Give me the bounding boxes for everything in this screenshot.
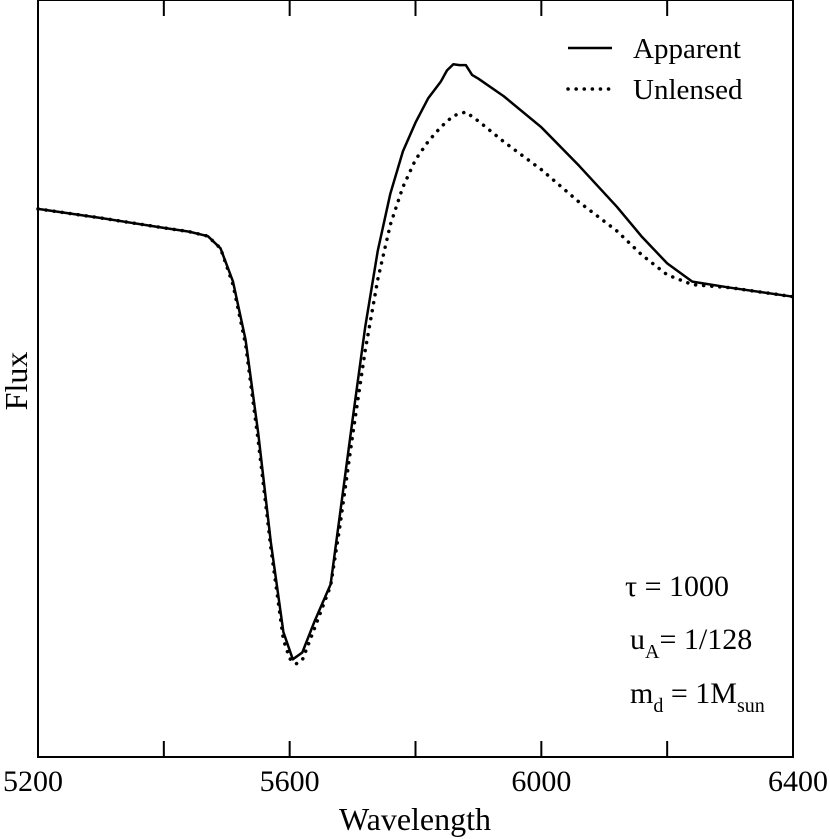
annotation-u-value: = 1/128	[659, 623, 752, 656]
x-ticks	[37, 0, 794, 757]
annotation-u-main: u	[630, 623, 645, 656]
annotation-m-sub2: sun	[737, 695, 765, 717]
x-axis-label: Wavelength	[339, 801, 491, 837]
annotation-m-value: = 1M	[663, 677, 737, 710]
y-axis-label: Flux	[0, 352, 34, 411]
annotation-tau: τ = 1000	[625, 570, 729, 603]
series-line-apparent	[37, 63, 794, 661]
annotation-m-main: m	[630, 677, 653, 710]
parameter-annotations: τ = 1000 uA= 1/128 md = 1Msun	[625, 570, 765, 717]
x-tick-label-6000: 6000	[511, 765, 571, 798]
annotation-m-sub: d	[653, 695, 663, 717]
annotation-u-sub: A	[645, 641, 660, 663]
x-tick-labels: 5200 5600 6000 6400	[3, 765, 828, 798]
annotation-tau-value: = 1000	[637, 570, 729, 603]
legend-label-unlensed: Unlensed	[633, 74, 743, 106]
annotation-m: md = 1Msun	[630, 677, 765, 717]
x-tick-label-5600: 5600	[260, 765, 320, 798]
x-tick-label-5200: 5200	[3, 765, 63, 798]
annotation-u: uA= 1/128	[630, 623, 752, 663]
series-layer	[36, 63, 795, 666]
legend-label-apparent: Apparent	[633, 33, 741, 65]
x-tick-label-6400: 6400	[768, 765, 828, 798]
annotation-tau-symbol: τ	[625, 570, 637, 603]
legend: Apparent Unlensed	[566, 33, 743, 106]
